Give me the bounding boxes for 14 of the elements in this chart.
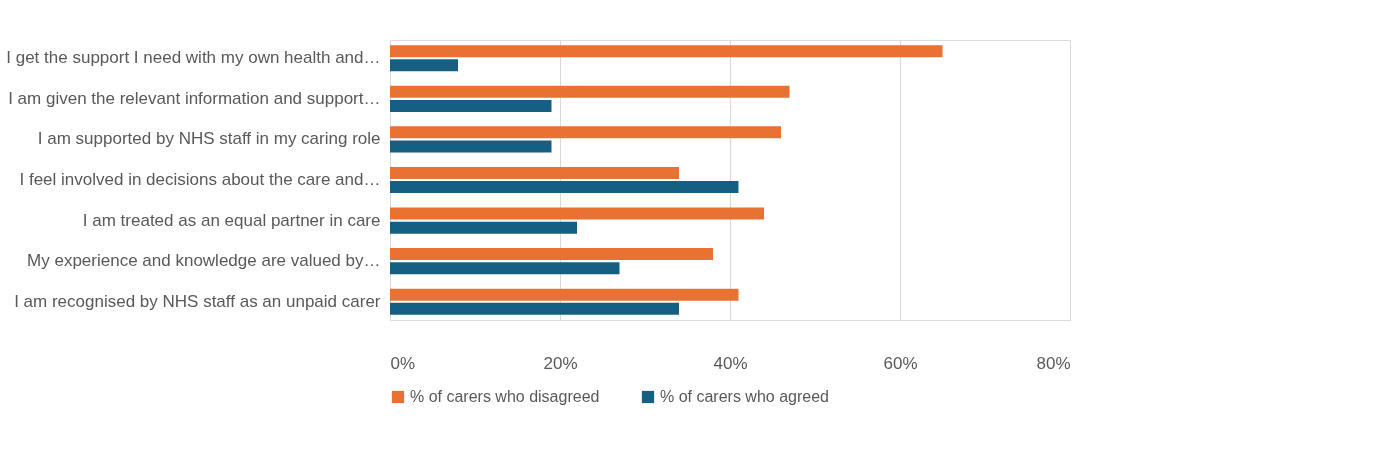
x-tick-label: 60% (883, 353, 918, 373)
y-tick-label: I am recognised by NHS staff as an unpaid carer (14, 291, 381, 311)
legend-label: % of carers who disagreed (410, 388, 600, 405)
x-tick-label: 0% (390, 353, 416, 373)
x-tick-label: 80% (1036, 353, 1071, 373)
y-tick-label: I am supported by NHS staff in my caring role (37, 129, 381, 149)
y-tick-label: I am given the relevant information and support… (8, 88, 381, 108)
legend-label: % of carers who agreed (660, 388, 829, 405)
y-tick-label: I feel involved in decisions about the care and… (19, 170, 381, 189)
y-tick-label: I am treated as an equal partner in care (82, 210, 381, 230)
y-tick-label: I get the support I need with my own health and… (6, 48, 381, 68)
x-tick-label: 40% (713, 353, 748, 373)
x-tick-label: 20% (543, 353, 578, 373)
y-tick-label: My experience and knowledge are valued by… (27, 251, 381, 271)
